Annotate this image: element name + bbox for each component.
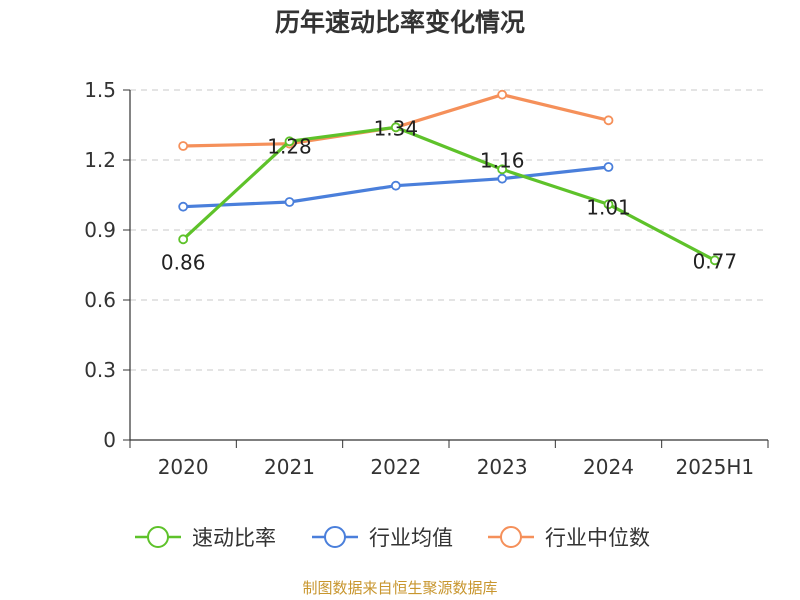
legend-marker bbox=[147, 526, 169, 548]
legend-label: 行业均值 bbox=[369, 526, 453, 550]
data-point bbox=[603, 162, 614, 172]
x-tick-label: 2023 bbox=[477, 455, 528, 479]
x-tick-label: 2025H1 bbox=[675, 455, 754, 479]
data-point bbox=[284, 136, 295, 147]
x-tick-label: 2020 bbox=[158, 455, 209, 479]
legend-label: 速动比率 bbox=[192, 526, 276, 550]
y-tick-label: 0.9 bbox=[84, 218, 116, 242]
legend-marker bbox=[500, 526, 522, 548]
y-tick-label: 0.6 bbox=[84, 288, 116, 312]
x-tick-label: 2024 bbox=[583, 455, 634, 479]
data-point bbox=[603, 199, 614, 210]
data-point bbox=[390, 180, 401, 191]
data-label: 0.77 bbox=[693, 249, 738, 273]
data-point bbox=[178, 234, 189, 245]
chart-title: 历年速动比率变化情况 bbox=[274, 8, 525, 37]
data-point bbox=[709, 255, 720, 266]
data-label: 1.34 bbox=[374, 116, 419, 140]
y-tick-label: 1.2 bbox=[84, 148, 116, 172]
data-point bbox=[497, 89, 508, 100]
y-tick-label: 0 bbox=[103, 428, 116, 452]
data-point bbox=[603, 115, 614, 126]
data-point bbox=[284, 197, 295, 207]
series-line-0 bbox=[182, 125, 716, 262]
data-point bbox=[497, 164, 508, 175]
x-tick-label: 2022 bbox=[370, 455, 421, 479]
data-label: 1.16 bbox=[480, 148, 525, 172]
source-note: 制图数据来自恒生聚源数据库 bbox=[302, 579, 498, 597]
legend-label: 行业中位数 bbox=[545, 526, 650, 550]
data-label: 1.28 bbox=[267, 134, 312, 158]
data-point bbox=[390, 122, 401, 133]
data-label: 1.01 bbox=[586, 195, 631, 219]
data-point bbox=[178, 201, 189, 212]
data-point bbox=[497, 173, 508, 184]
y-tick-label: 1.5 bbox=[84, 78, 116, 102]
data-point bbox=[178, 141, 189, 151]
data-label: 0.86 bbox=[161, 250, 206, 274]
y-tick-label: 0.3 bbox=[84, 358, 116, 382]
legend-marker bbox=[324, 526, 346, 548]
x-tick-label: 2021 bbox=[264, 455, 315, 479]
